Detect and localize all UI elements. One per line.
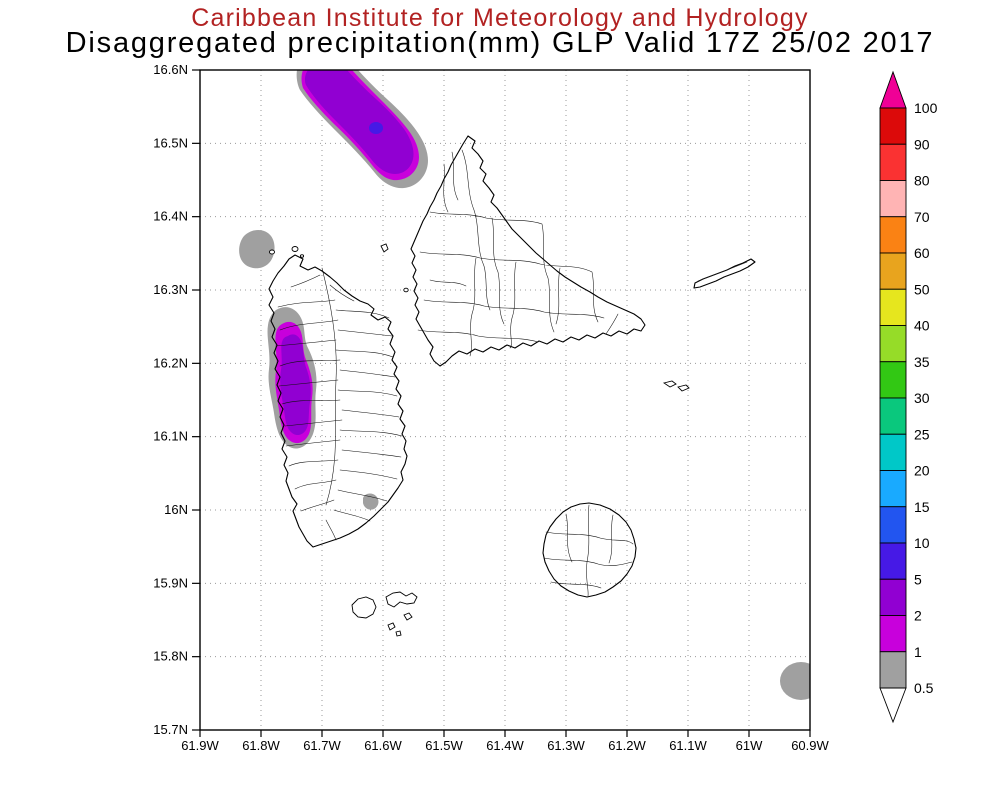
colorbar-label: 35: [914, 354, 930, 370]
y-tick-label: 16.1N: [153, 429, 188, 444]
colorbar-label: 40: [914, 318, 930, 334]
title-line-1: Caribbean Institute for Meteorology and …: [191, 4, 809, 32]
watershed-lines-basse-terre: [275, 267, 403, 541]
colorbar-band: [879, 107, 907, 145]
precipitation-shading: [239, 70, 810, 700]
les-saintes-terre-de-haut: [385, 591, 418, 608]
colorbar-band: [879, 180, 907, 218]
ilet-fajou: [403, 287, 409, 293]
y-tick-label: 16.3N: [153, 282, 188, 297]
watershed-lines-grande-terre: [417, 149, 619, 357]
colorbar-label: 1: [914, 644, 922, 660]
colorbar-band: [879, 361, 907, 399]
grande-terre-fill: [411, 136, 645, 366]
colorbar-arrow-top: [879, 70, 907, 109]
small-islet: [299, 254, 305, 258]
les-saintes-terre-de-bas: [351, 596, 377, 619]
x-tick-label: 61.9W: [181, 738, 219, 753]
petite-terre-islets: [662, 380, 690, 392]
x-tick-label: 61.1W: [669, 738, 707, 753]
axis-labels: 16.6N 16.5N 16.4N 16.3N 16.2N 16.1N 16N 15.9N 15…: [153, 62, 829, 753]
x-tick-label: 61.5W: [425, 738, 463, 753]
colorbar-label: 70: [914, 209, 930, 225]
colorbar-band: [879, 143, 907, 181]
y-tick-label: 16.5N: [153, 135, 188, 150]
x-tick-label: 61.7W: [303, 738, 341, 753]
y-tick-label: 16.4N: [153, 209, 188, 224]
x-tick-label: 61.6W: [364, 738, 402, 753]
x-tick-label: 60.9W: [791, 738, 829, 753]
colorbar-label: 60: [914, 245, 930, 261]
kahouanne-islet: [291, 246, 299, 252]
tete-a-l-anglais-islet: [269, 249, 275, 255]
colorbar-band: [879, 216, 907, 254]
x-tick-label: 61W: [736, 738, 763, 753]
colorbar-label: 25: [914, 426, 930, 442]
colorbar-label: 5: [914, 571, 922, 587]
title-line-2: Disaggregated precipitation(mm) GLP Vali…: [65, 27, 935, 59]
colorbar-band: [879, 433, 907, 471]
ilet-north-of-grande-terre: [380, 243, 389, 253]
watershed-line-la-desirade: [697, 261, 748, 282]
colorbar-label: 50: [914, 281, 930, 297]
colorbar-arrow-bottom: [879, 687, 907, 724]
precipitation-colorbar: 100 90 80 70 60 50 40 35 30 25 20 15 10 5 2 1 0.5: [879, 70, 938, 724]
colorbar-band: [879, 252, 907, 290]
colorbar-band: [879, 615, 907, 653]
watershed-lines-marie-galante: [543, 504, 634, 597]
x-tick-label: 61.3W: [547, 738, 585, 753]
colorbar-band: [879, 325, 907, 363]
x-tick-label: 61.2W: [608, 738, 646, 753]
precip-west-coast-purple: [280, 334, 311, 436]
colorbar-label: 10: [914, 535, 930, 551]
colorbar-label: 15: [914, 499, 930, 515]
latlon-grid: [200, 70, 810, 730]
colorbar-label: 90: [914, 136, 930, 152]
colorbar-band: [879, 288, 907, 326]
precip-north-band-blue-core: [369, 122, 383, 134]
colorbar-band: [879, 470, 907, 508]
colorbar-band: [879, 651, 907, 689]
y-tick-label: 16N: [164, 502, 188, 517]
colorbar-band: [879, 542, 907, 580]
island-landmass-fills: [269, 136, 755, 597]
y-tick-label: 16.2N: [153, 355, 188, 370]
colorbar-label: 2: [914, 608, 922, 624]
colorbar-band: [879, 397, 907, 435]
colorbar-label: 20: [914, 463, 930, 479]
y-tick-label: 15.8N: [153, 649, 188, 664]
x-tick-label: 61.4W: [486, 738, 524, 753]
precip-se-corner-gray: [780, 662, 810, 700]
colorbar-band: [879, 578, 907, 616]
les-saintes-islets: [387, 612, 413, 637]
colorbar-label: 100: [914, 100, 938, 116]
colorbar-band: [879, 506, 907, 544]
colorbar-label: 80: [914, 173, 930, 189]
coastlines-and-watersheds: [268, 135, 756, 637]
la-desirade-fill: [694, 259, 755, 288]
colorbar-label: 0.5: [914, 680, 934, 696]
y-tick-label: 15.7N: [153, 722, 188, 737]
colorbar-label: 30: [914, 390, 930, 406]
precip-north-band-purple: [304, 70, 414, 174]
precip-nw-basse-terre-gray: [239, 230, 275, 269]
y-tick-label: 16.6N: [153, 62, 188, 77]
y-tick-label: 15.9N: [153, 575, 188, 590]
x-tick-label: 61.8W: [242, 738, 280, 753]
